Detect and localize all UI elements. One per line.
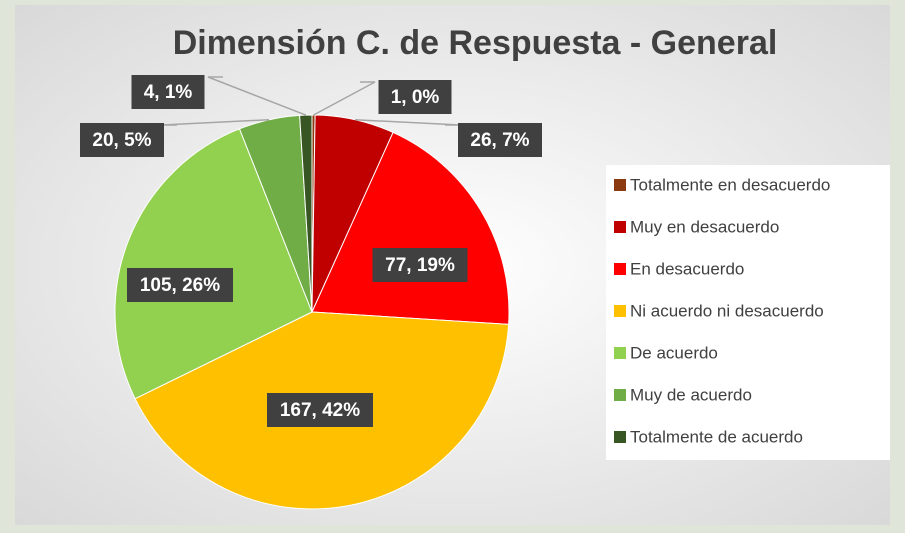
data-label-box (378, 80, 452, 114)
legend-label: En desacuerdo (630, 259, 744, 278)
legend-swatch (614, 305, 626, 317)
data-label: 20, 5% (92, 130, 151, 151)
legend-label: Muy en desacuerdo (630, 217, 779, 236)
data-label-box (131, 75, 205, 109)
legend-label: Ni acuerdo ni desacuerdo (630, 301, 824, 320)
legend-swatch (614, 347, 626, 359)
leader-line (207, 76, 307, 116)
data-label: 4, 1% (144, 82, 193, 103)
legend-swatch (614, 431, 626, 443)
legend (606, 165, 890, 460)
data-label-box (458, 123, 542, 157)
data-label: 167, 42% (280, 400, 360, 421)
data-label-box (127, 268, 233, 302)
pie-slice (114, 128, 313, 400)
legend-label: Totalmente en desacuerdo (630, 175, 830, 194)
legend-label: De acuerdo (630, 343, 718, 362)
chart-title: Dimensión C. de Respuesta - General (173, 24, 778, 62)
data-label: 26, 7% (470, 130, 529, 151)
data-label: 105, 26% (140, 275, 220, 296)
data-label-box (80, 123, 164, 157)
legend-swatch (614, 263, 626, 275)
legend-swatch (614, 221, 626, 233)
legend-label: Muy de acuerdo (630, 385, 752, 404)
leader-line (313, 81, 376, 116)
legend-label: Totalmente de acuerdo (630, 427, 803, 446)
data-label-box (372, 248, 468, 282)
data-label: 1, 0% (391, 87, 440, 108)
legend-swatch (614, 179, 626, 191)
data-label: 77, 19% (385, 255, 455, 276)
legend-swatch (614, 389, 626, 401)
data-label-box (267, 393, 373, 427)
